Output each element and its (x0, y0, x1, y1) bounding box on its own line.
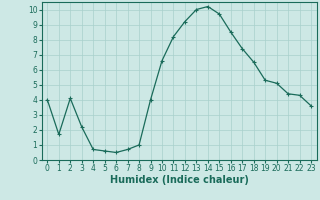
X-axis label: Humidex (Indice chaleur): Humidex (Indice chaleur) (110, 175, 249, 185)
